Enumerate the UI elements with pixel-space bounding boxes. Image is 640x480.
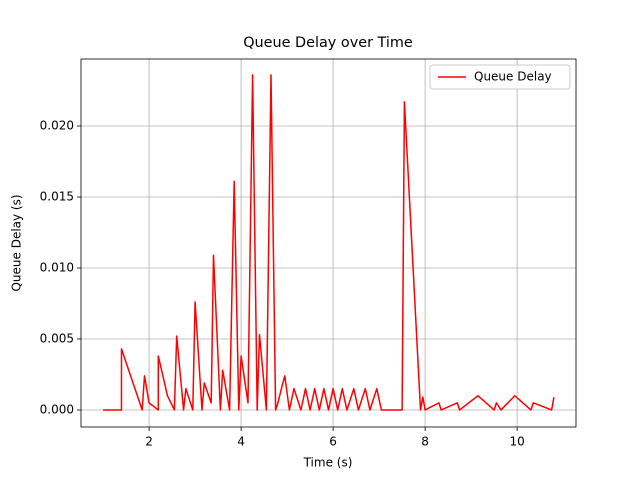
y-tick-label: 0.015 (40, 190, 74, 204)
y-tick-label: 0.020 (40, 119, 74, 133)
y-tick-label: 0.000 (40, 402, 74, 416)
x-tick-label: 10 (509, 435, 524, 449)
y-tick-label: 0.010 (40, 260, 74, 274)
plot-frame (80, 58, 577, 428)
y-tick-label: 0.005 (40, 331, 74, 345)
x-tick-label: 8 (421, 435, 429, 449)
x-tick-label: 2 (145, 435, 153, 449)
x-tick-label: 6 (329, 435, 337, 449)
x-tick-label: 4 (237, 435, 245, 449)
line (103, 74, 555, 411)
x-axis-label: Time (s) (303, 456, 353, 470)
chart-title: Queue Delay over Time (243, 35, 413, 51)
legend-box (429, 64, 571, 90)
y-axis-label: Queue Delay (s) (10, 194, 24, 291)
legend-label: Queue Delay (474, 70, 552, 84)
